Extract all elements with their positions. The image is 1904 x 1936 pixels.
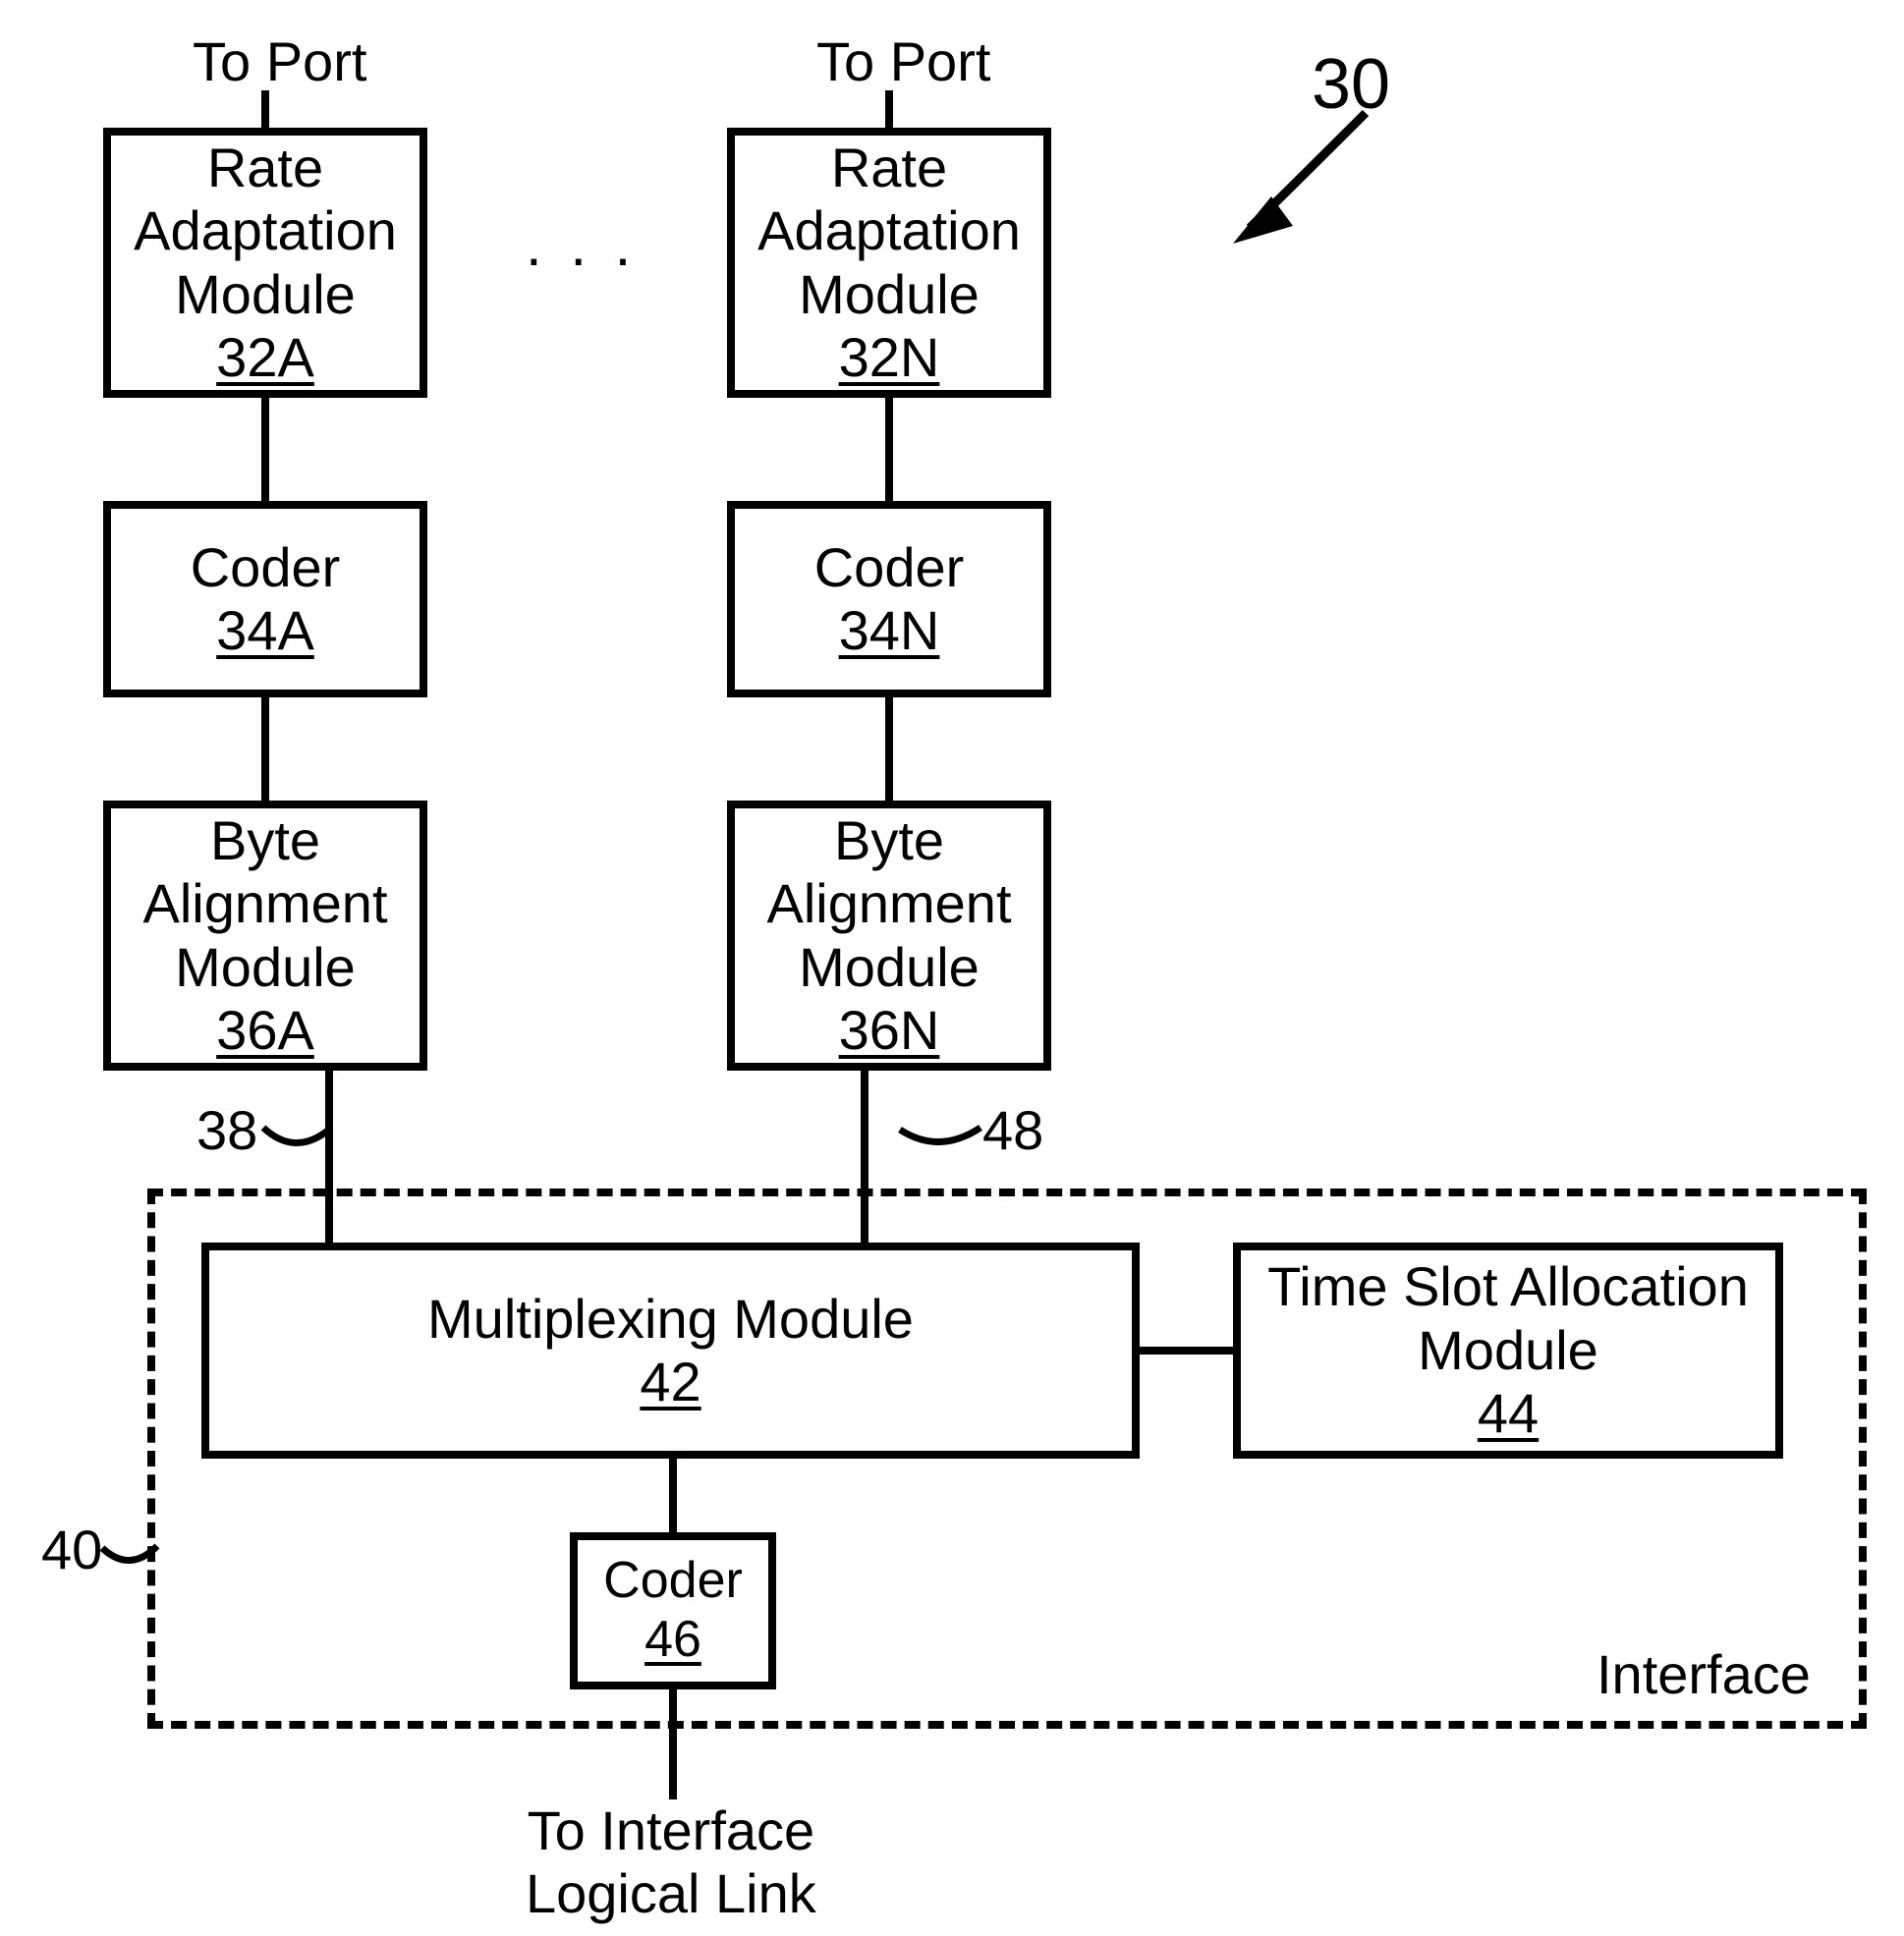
coder46-title: Coder [603,1552,743,1611]
arrow-30-head [1233,196,1293,244]
time-slot-allocation-module: Time Slot Allocation Module 44 [1233,1243,1783,1459]
byte-n-ref: 36N [839,999,940,1062]
edge-rate-coder-a [261,398,269,505]
ref-40: 40 [41,1518,102,1581]
mux-title: Multiplexing Module [427,1288,914,1351]
edge-toport-rate-n [885,90,893,132]
coder-n-title: Coder [814,536,965,599]
coder-n-ref: 34N [839,599,940,662]
rate-a-ref: 32A [216,326,314,389]
rate-n-ref: 32N [839,326,940,389]
diagram-canvas: To Port To Port 30 . . . Rate Adaptation… [0,0,1904,1936]
edge-byte-mux-n [861,1071,868,1246]
ellipsis: . . . [526,211,637,279]
multiplexing-module: Multiplexing Module 42 [201,1243,1140,1459]
leader-48 [900,1128,980,1142]
byte-a-title: Byte Alignment Module [142,809,387,999]
byte-n-title: Byte Alignment Module [766,809,1011,999]
interface-label: Interface [1596,1642,1811,1706]
edge-byte-mux-a [325,1071,333,1246]
byte-a-ref: 36A [216,999,314,1062]
rate-a-title: Rate Adaptation Module [134,137,397,326]
coder-a: Coder 34A [103,501,427,697]
leader-38 [263,1128,329,1143]
ref-48: 48 [982,1098,1043,1162]
timeslot-title: Time Slot Allocation Module [1267,1255,1749,1382]
to-interface-logical-link-label: To Interface Logical Link [526,1799,816,1926]
coder46-ref: 46 [644,1611,701,1670]
coder-46: Coder 46 [570,1532,776,1689]
to-port-n-label: To Port [816,29,990,93]
timeslot-ref: 44 [1478,1382,1539,1445]
coder-a-title: Coder [191,536,341,599]
edge-coder-byte-n [885,697,893,804]
edge-rate-coder-n [885,398,893,505]
edge-mux-timeslot [1140,1347,1237,1355]
mux-ref: 42 [640,1351,700,1413]
byte-alignment-module-n: Byte Alignment Module 36N [727,801,1051,1071]
to-port-a-label: To Port [193,29,366,93]
edge-coder-byte-a [261,697,269,804]
rate-adaptation-module-n: Rate Adaptation Module 32N [727,128,1051,398]
arrow-30-shaft [1250,113,1366,228]
ref-30: 30 [1312,44,1390,125]
edge-mux-coder46 [669,1459,677,1536]
coder-a-ref: 34A [216,599,314,662]
edge-toport-rate-a [261,90,269,132]
coder-n: Coder 34N [727,501,1051,697]
byte-alignment-module-a: Byte Alignment Module 36A [103,801,427,1071]
rate-n-title: Rate Adaptation Module [757,137,1021,326]
edge-coder46-out [669,1689,677,1799]
rate-adaptation-module-a: Rate Adaptation Module 32A [103,128,427,398]
ref-38: 38 [196,1098,257,1162]
